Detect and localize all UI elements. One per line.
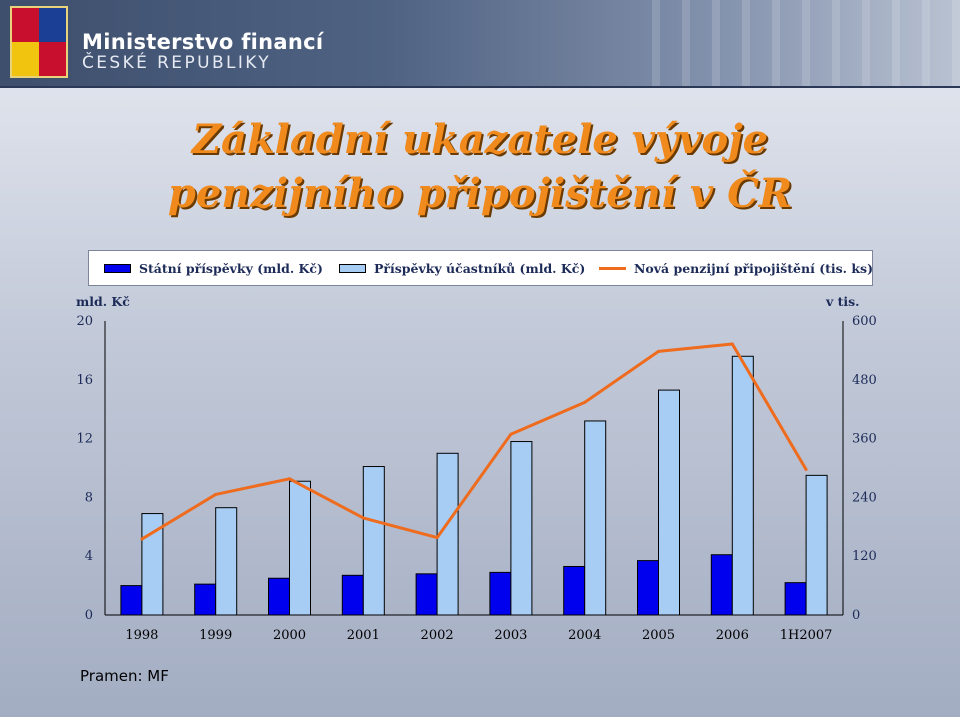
bar-state-contribution: [194, 583, 217, 616]
line-point-new-contracts: [583, 400, 587, 404]
line-point-new-contracts: [509, 432, 513, 436]
bar-state-contribution: [341, 574, 364, 616]
line-new-contracts: [141, 342, 808, 541]
legend-label-contracts: Nová penzijní připojištění (tis. ks): [634, 261, 873, 276]
bar-participant-contribution: [584, 420, 607, 616]
y-tick-right-label: 480: [852, 373, 877, 388]
bar-state-contribution: [784, 582, 807, 616]
y-tick-left-label: 0: [85, 608, 93, 623]
ministry-subtitle: ČESKÉ REPUBLIKY: [82, 53, 272, 73]
bar-participant-contribution: [805, 474, 828, 616]
y-axis-right-label: v tis.: [825, 294, 860, 309]
line-point-new-contracts: [435, 536, 439, 540]
legend-label-participants: Příspěvky účastníků (mld. Kč): [374, 261, 586, 276]
y-tick-left-label: 16: [76, 373, 93, 388]
bar-participant-contribution: [510, 441, 533, 616]
y-tick-right-label: 120: [852, 549, 877, 564]
x-tick-label: 2001: [347, 628, 380, 643]
x-tick-label: 2006: [716, 628, 749, 643]
legend-item-contracts: Nová penzijní připojištění (tis. ks): [599, 261, 873, 276]
bar-participant-contribution: [289, 480, 311, 616]
bar-participant-contribution: [436, 452, 459, 616]
line-point-new-contracts: [804, 467, 808, 471]
x-tick-label: 2000: [273, 628, 306, 643]
x-tick-label: 2004: [568, 628, 601, 643]
legend-label-state: Státní příspěvky (mld. Kč): [139, 261, 323, 276]
source-note: Pramen: MF: [80, 667, 169, 685]
y-tick-right-label: 360: [852, 432, 877, 447]
bar-state-contribution: [563, 565, 586, 616]
y-tick-right-label: 240: [852, 490, 877, 505]
slide-title-line-1: Základní ukazatele vývoje: [191, 116, 769, 163]
ministry-name: Ministerstvo financí: [82, 30, 324, 54]
x-tick-label: 1998: [125, 628, 158, 643]
y-tick-left-label: 20: [76, 314, 93, 329]
legend-swatch-contracts: [599, 267, 626, 270]
x-tick-label: 2002: [421, 628, 454, 643]
x-tick-label: 1999: [199, 628, 232, 643]
bar-participant-contribution: [215, 507, 238, 616]
bar-participant-contribution: [362, 466, 385, 616]
bar-state-contribution: [120, 585, 143, 616]
y-tick-left-label: 4: [85, 549, 93, 564]
legend-swatch-participants: [339, 264, 366, 273]
line-point-new-contracts: [288, 477, 291, 481]
x-tick-label: 2005: [642, 628, 675, 643]
legend-item-state: Státní příspěvky (mld. Kč): [104, 261, 323, 276]
y-axis-left-label: mld. Kč: [76, 294, 130, 309]
x-tick-label: 1H2007: [780, 628, 833, 643]
bar-participant-contribution: [658, 389, 680, 616]
bar-state-contribution: [637, 560, 659, 616]
bar-participant-contribution: [731, 355, 754, 616]
legend-swatch-state: [104, 264, 131, 273]
header-banner: Ministerstvo financí ČESKÉ REPUBLIKY: [0, 0, 960, 88]
line-point-new-contracts: [214, 492, 218, 496]
y-tick-right-label: 600: [852, 314, 877, 329]
bar-state-contribution: [415, 573, 438, 616]
bar-state-contribution: [710, 554, 733, 616]
bar-state-contribution: [489, 571, 512, 616]
chart-legend: Státní příspěvky (mld. Kč) Příspěvky úča…: [88, 250, 873, 286]
bar-state-contribution: [268, 577, 290, 616]
line-point-new-contracts: [140, 537, 144, 541]
slide-title-line-2: penzijního připojištění v ČR: [167, 170, 793, 217]
legend-item-participants: Příspěvky účastníků (mld. Kč): [339, 261, 585, 276]
line-point-new-contracts: [361, 516, 365, 520]
x-tick-label: 2003: [494, 628, 527, 643]
line-point-new-contracts: [657, 349, 660, 353]
czech-coat-of-arms-icon: [10, 6, 68, 78]
bar-participant-contribution: [141, 513, 164, 616]
y-tick-left-label: 12: [76, 432, 93, 447]
building-decoration: [630, 0, 960, 86]
line-point-new-contracts: [730, 342, 734, 346]
y-tick-right-label: 0: [852, 608, 860, 623]
y-tick-left-label: 8: [85, 490, 93, 505]
